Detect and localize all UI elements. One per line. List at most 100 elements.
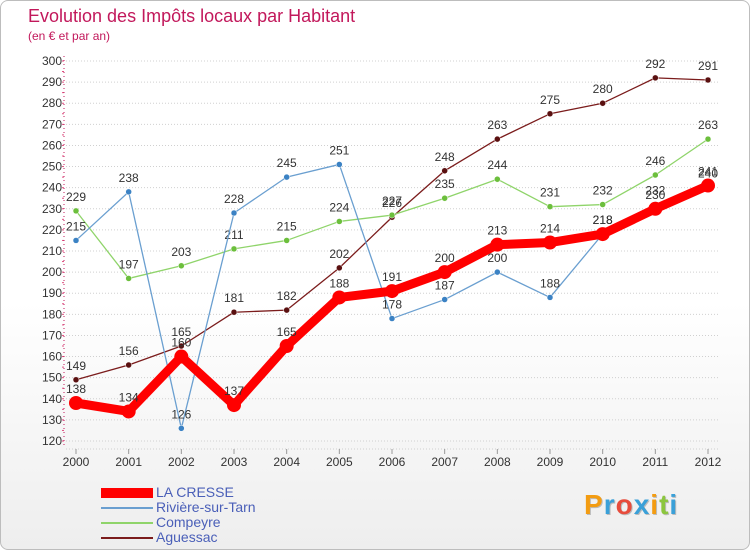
data-point [178, 425, 185, 432]
data-point [490, 237, 505, 252]
x-tick-label: 2003 [221, 455, 248, 469]
data-label: 226 [382, 196, 402, 210]
series-aguessac: 149 156 165 181 182 202 226 248 263 275 280 292 291 [66, 57, 718, 384]
data-point [125, 275, 132, 282]
data-point [125, 361, 132, 369]
data-point [283, 173, 290, 181]
data-label: 200 [487, 251, 507, 265]
legend-item: Compeyre [101, 514, 381, 531]
data-label: 200 [435, 251, 455, 265]
legend-swatch [101, 507, 153, 509]
y-tick-label: 120 [42, 434, 62, 448]
legend-swatch [101, 537, 153, 539]
x-tick-label: 2001 [115, 455, 142, 469]
data-label: 245 [277, 156, 297, 170]
data-point [388, 315, 396, 322]
data-point [174, 349, 189, 364]
y-tick-label: 270 [42, 117, 62, 131]
data-point [701, 178, 715, 193]
data-label: 215 [66, 219, 86, 233]
legend-label: LA CRESSE [156, 484, 234, 500]
data-label: 232 [645, 184, 665, 198]
data-label: 202 [329, 247, 349, 261]
data-point [546, 203, 554, 210]
y-tick-label: 150 [42, 371, 62, 385]
data-point [543, 235, 557, 250]
data-label: 263 [487, 118, 507, 132]
data-point [441, 296, 448, 303]
data-point [125, 188, 132, 196]
y-tick-label: 160 [42, 350, 62, 364]
data-point [72, 237, 80, 244]
x-tick-label: 2010 [589, 455, 616, 469]
data-point [336, 161, 343, 168]
y-tick-label: 260 [42, 138, 62, 152]
data-label: 218 [593, 213, 613, 227]
y-tick-label: 140 [42, 392, 62, 406]
line-chart: 1201301401501601701801902002102202302402… [42, 54, 722, 469]
data-point [230, 308, 238, 316]
legend-swatch [101, 522, 153, 524]
legend-item: LA CRESSE [101, 484, 381, 501]
data-point [230, 245, 238, 253]
y-tick-label: 250 [42, 160, 62, 174]
data-label: 188 [540, 276, 560, 290]
data-label: 215 [277, 219, 297, 233]
x-tick-label: 2005 [326, 455, 353, 469]
data-point [437, 265, 452, 280]
data-point [652, 171, 659, 179]
data-point [178, 342, 185, 350]
data-label: 178 [382, 298, 402, 312]
data-label: 134 [119, 390, 139, 404]
x-tick-label: 2007 [431, 455, 458, 469]
data-point [178, 262, 185, 270]
data-point [441, 167, 448, 175]
data-label: 228 [224, 192, 244, 206]
x-tick-label: 2009 [537, 455, 564, 469]
y-tick-label: 210 [42, 244, 62, 258]
x-tick-label: 2008 [484, 455, 511, 469]
logo-letter: P [584, 489, 604, 520]
data-point [283, 237, 290, 244]
data-label: 224 [329, 200, 349, 214]
y-tick-label: 240 [42, 181, 62, 195]
y-tick-label: 200 [42, 265, 62, 279]
data-label: 214 [540, 222, 560, 236]
logo-letter: x [633, 489, 651, 520]
data-label: 227 [382, 194, 402, 208]
legend-swatch [101, 488, 153, 498]
data-label: 149 [66, 359, 86, 373]
data-point [227, 398, 241, 413]
data-label: 181 [224, 291, 244, 305]
data-label: 165 [171, 325, 191, 339]
proxiti-logo: Proxiti [584, 489, 678, 521]
data-point [441, 194, 448, 202]
logo-letter: i [650, 489, 660, 520]
data-label: 244 [487, 158, 507, 172]
chart-legend: LA CRESSE Rivière-sur-Tarn Compeyre Aguessa… [101, 484, 381, 546]
data-point [599, 201, 606, 208]
data-label: 291 [698, 59, 718, 73]
x-tick-label: 2004 [273, 455, 300, 469]
data-point [72, 376, 80, 384]
x-tick-label: 2006 [379, 455, 406, 469]
legend-item: Rivière-sur-Tarn [101, 499, 381, 516]
data-point [283, 306, 290, 314]
data-label: 292 [645, 57, 665, 71]
chart-subtitle: (en € et par an) [28, 29, 111, 43]
data-label: 165 [277, 325, 297, 339]
y-tick-label: 180 [42, 307, 62, 321]
data-label: 251 [329, 143, 349, 157]
logo-letter: r [603, 489, 616, 520]
y-tick-label: 130 [42, 413, 62, 427]
data-point [599, 99, 606, 107]
x-tick-label: 2012 [695, 455, 722, 469]
chart-title: Evolution des Impôts locaux par Habitant [28, 6, 356, 26]
data-label: 137 [224, 384, 244, 398]
logo-letter: o [615, 489, 634, 520]
data-label: 160 [171, 336, 191, 350]
legend-label: Compeyre [156, 514, 221, 530]
data-point [72, 207, 80, 215]
data-label: 188 [329, 276, 349, 290]
